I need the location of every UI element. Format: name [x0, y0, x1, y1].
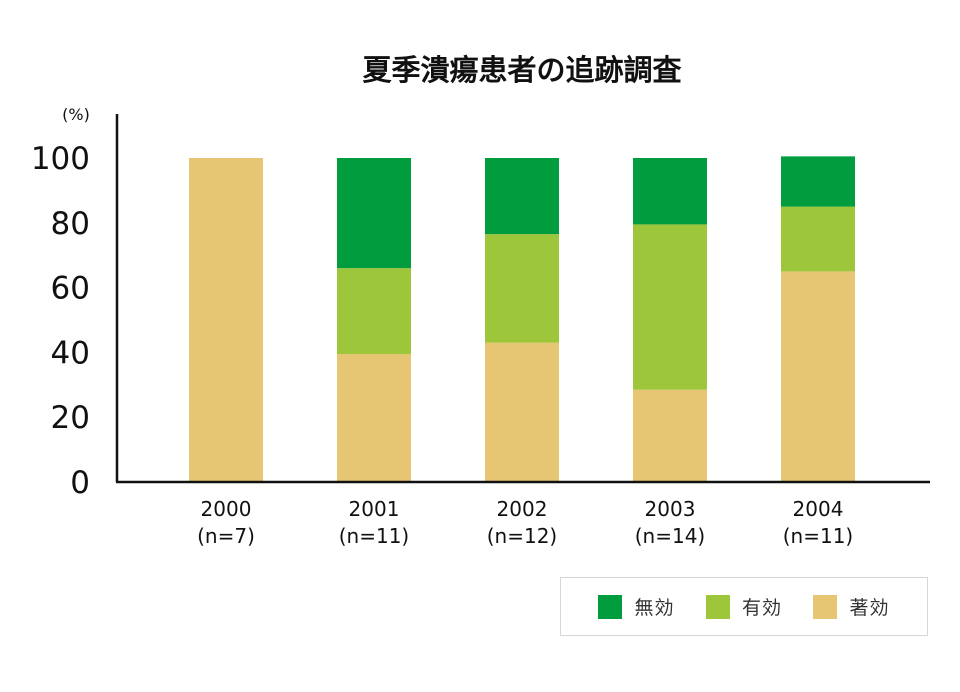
bar-segment-2003-1 — [633, 224, 707, 390]
bars — [189, 156, 855, 482]
legend-label-mukou: 無効 — [634, 597, 675, 619]
x-tick-sublabel-2000: (n=7) — [197, 524, 255, 548]
legend-item-chokkou: 著効 — [813, 593, 889, 620]
legend-swatch-yuukou — [705, 594, 730, 619]
bar-segment-2004-2 — [781, 156, 855, 207]
x-tick-label-2002: 2002 — [497, 497, 548, 521]
y-tick-label-80: 80 — [51, 206, 90, 242]
bar-segment-2004-1 — [781, 206, 855, 272]
x-tick-label-2000: 2000 — [201, 497, 252, 521]
x-tick-sublabel-2003: (n=14) — [635, 524, 706, 548]
y-tick-label-60: 60 — [51, 271, 90, 307]
x-tick-sublabel-2002: (n=12) — [487, 524, 558, 548]
legend-label-yuukou: 有効 — [741, 597, 782, 619]
legend-label-chokkou: 著効 — [849, 597, 890, 619]
bar-segment-2003-2 — [633, 158, 707, 225]
x-tick-label-2003: 2003 — [645, 497, 696, 521]
y-axis-ticks: 0 20 40 60 80 100 — [31, 141, 90, 501]
legend-swatch-chokkou — [813, 594, 838, 619]
legend-swatch-mukou — [598, 594, 623, 619]
bar-segment-2001-0 — [337, 354, 411, 482]
x-axis-ticks: 2000 (n=7) 2001 (n=11) 2002 (n=12) 2003 (n=14) 2… — [197, 497, 853, 548]
legend: 無効 有効 著効 — [560, 577, 928, 636]
bar-segment-2000-0 — [189, 158, 263, 482]
x-tick-label-2004: 2004 — [793, 497, 844, 521]
bar-segment-2002-2 — [485, 158, 559, 235]
x-tick-label-2001: 2001 — [349, 497, 400, 521]
bar-segment-2002-0 — [485, 342, 559, 482]
y-tick-label-20: 20 — [51, 400, 90, 436]
x-tick-sublabel-2004: (n=11) — [783, 524, 854, 548]
y-axis-unit-label: (%) — [62, 105, 90, 124]
chart-title: 夏季潰瘍患者の追跡調査 — [362, 53, 681, 87]
legend-item-yuukou: 有効 — [705, 593, 782, 620]
y-tick-label-40: 40 — [51, 335, 90, 371]
bar-segment-2004-0 — [781, 271, 855, 482]
bar-segment-2001-1 — [337, 268, 411, 355]
bar-segment-2003-0 — [633, 389, 707, 482]
y-tick-label-100: 100 — [31, 141, 90, 177]
bar-segment-2002-1 — [485, 234, 559, 343]
x-tick-sublabel-2001: (n=11) — [339, 524, 410, 548]
y-tick-label-0: 0 — [70, 465, 90, 501]
bar-segment-2001-2 — [337, 158, 411, 269]
legend-item-mukou: 無効 — [598, 593, 674, 620]
